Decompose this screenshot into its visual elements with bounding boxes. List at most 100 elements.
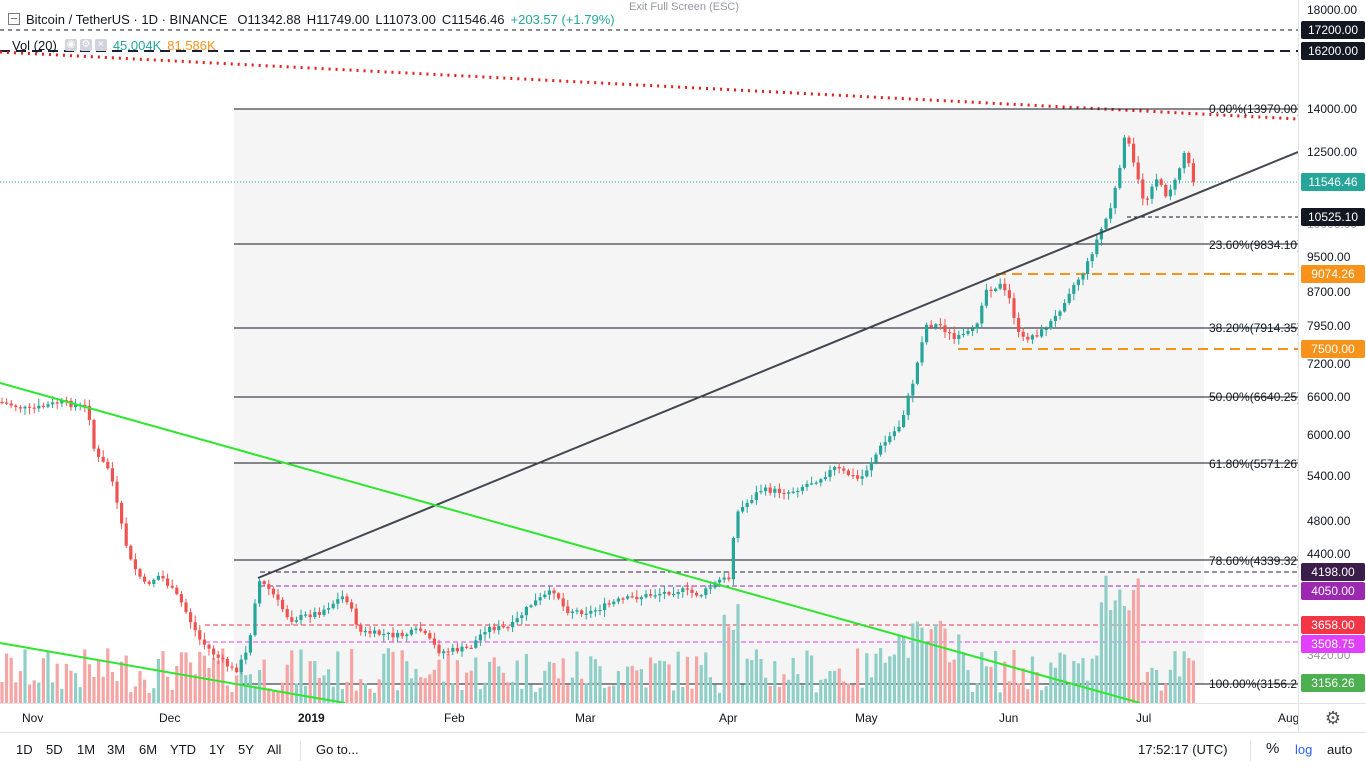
volume-bar	[860, 687, 864, 703]
candle-body	[193, 622, 197, 631]
candle-body	[1132, 143, 1136, 163]
candle-body	[672, 593, 676, 596]
candle-body	[235, 667, 239, 673]
volume-bar	[1109, 609, 1113, 703]
volume-bar	[483, 682, 487, 703]
candle-body	[1122, 137, 1126, 168]
volume-bar	[221, 648, 225, 703]
candle-body	[1113, 187, 1117, 209]
candle-body	[1141, 179, 1145, 199]
range-5y-button[interactable]: 5Y	[238, 742, 254, 757]
time-label: Feb	[444, 711, 465, 725]
candle-body	[1030, 335, 1034, 340]
volume-bar	[41, 658, 45, 703]
candle-body	[437, 644, 441, 654]
candle-body	[400, 632, 404, 637]
symbol-title[interactable]: Bitcoin / TetherUS · 1D · BINANCE	[26, 11, 228, 27]
volume-bar	[759, 659, 763, 703]
open-key: O	[237, 11, 248, 27]
range-6m-button[interactable]: 6M	[139, 742, 158, 757]
candle-body	[828, 470, 832, 478]
candle-body	[1026, 336, 1030, 340]
candle-body	[207, 644, 211, 649]
candle-body	[409, 629, 413, 635]
candle-body	[299, 614, 303, 621]
volume-bar	[1072, 660, 1076, 703]
candle-body	[750, 500, 754, 503]
volume-bar	[1136, 578, 1140, 703]
auto-scale-button[interactable]: auto	[1327, 742, 1353, 757]
volume-bar	[143, 679, 147, 703]
chart-settings-icon[interactable]: ⚙	[1298, 703, 1366, 732]
volume-bar	[1026, 689, 1030, 703]
volume-bar	[60, 688, 64, 703]
volume-bar	[695, 656, 699, 703]
price-tick: 5400.00	[1307, 469, 1351, 483]
volume-bar	[1132, 589, 1136, 703]
volume-bar	[1035, 672, 1039, 703]
collapse-icon[interactable]	[8, 13, 20, 25]
goto-button[interactable]: Go to...	[316, 742, 359, 757]
range-5d-button[interactable]: 5D	[46, 742, 63, 757]
candle-body	[345, 596, 349, 603]
candle-body	[644, 594, 648, 598]
candle-body	[676, 592, 680, 594]
price-chart[interactable]	[0, 0, 1298, 703]
range-1m-button[interactable]: 1M	[77, 742, 96, 757]
candle-body	[630, 596, 634, 598]
volume-bar	[515, 660, 519, 703]
exit-fullscreen-hint[interactable]: Exit Full Screen (ESC)	[629, 1, 740, 13]
candle-body	[529, 605, 533, 607]
candle-body	[5, 402, 9, 404]
time-axis[interactable]: Nov Dec 2019 Feb Mar Apr May Jun Jul Aug	[0, 703, 1299, 732]
range-3m-button[interactable]: 3M	[107, 742, 126, 757]
chart-pane[interactable]: Bitcoin / TetherUS · 1D · BINANCE O 11342…	[0, 0, 1298, 703]
range-1d-button[interactable]: 1D	[16, 742, 33, 757]
candle-body	[653, 595, 657, 597]
volume-bar	[78, 687, 82, 703]
close-icon[interactable]: ×	[94, 39, 107, 51]
volume-bar	[115, 681, 119, 703]
candle-body	[1104, 218, 1108, 229]
range-all-button[interactable]: All	[267, 742, 282, 757]
volume-label[interactable]: Vol (20)	[12, 37, 57, 53]
settings-icon[interactable]: ⚙	[79, 39, 92, 51]
percent-scale-button[interactable]: %	[1266, 740, 1280, 757]
candle-body	[814, 482, 818, 484]
candle-body	[667, 592, 671, 595]
volume-bar	[23, 649, 27, 703]
candle-body	[322, 609, 326, 615]
candle-body	[547, 590, 551, 595]
utc-clock[interactable]: 17:52:17 (UTC)	[1138, 742, 1228, 757]
candle-body	[745, 502, 749, 507]
volume-bar	[773, 661, 777, 703]
eye-icon[interactable]: ◉	[64, 39, 77, 51]
candle-body	[506, 627, 510, 629]
range-ytd-button[interactable]: YTD	[170, 742, 196, 757]
volume-bar	[796, 674, 800, 703]
volume-bar	[552, 663, 556, 703]
candle-body	[681, 588, 685, 592]
volume-bar	[1155, 670, 1159, 703]
price-axis[interactable]: 18000.00 14000.00 12500.00 10000.00 9500…	[1298, 0, 1366, 703]
volume-bar	[934, 624, 938, 703]
range-1y-button[interactable]: 1Y	[209, 742, 225, 757]
volume-bar	[363, 683, 367, 703]
candle-body	[920, 342, 924, 363]
candle-body	[14, 405, 18, 408]
volume-bar	[998, 692, 1002, 703]
candle-body	[557, 593, 561, 599]
log-scale-button[interactable]: log	[1295, 742, 1313, 757]
open-value: 11342.88	[247, 11, 301, 27]
candle-body	[925, 324, 929, 343]
volume-bar	[649, 657, 653, 703]
volume-bar	[64, 663, 68, 703]
candle-body	[32, 407, 36, 409]
price-tick: 6000.00	[1307, 428, 1351, 442]
volume-bar	[414, 669, 418, 703]
volume-bar	[902, 635, 906, 703]
candle-body	[327, 608, 331, 610]
volume-bar	[350, 649, 354, 703]
volume-bar	[437, 659, 441, 703]
volume-bar	[888, 656, 892, 703]
